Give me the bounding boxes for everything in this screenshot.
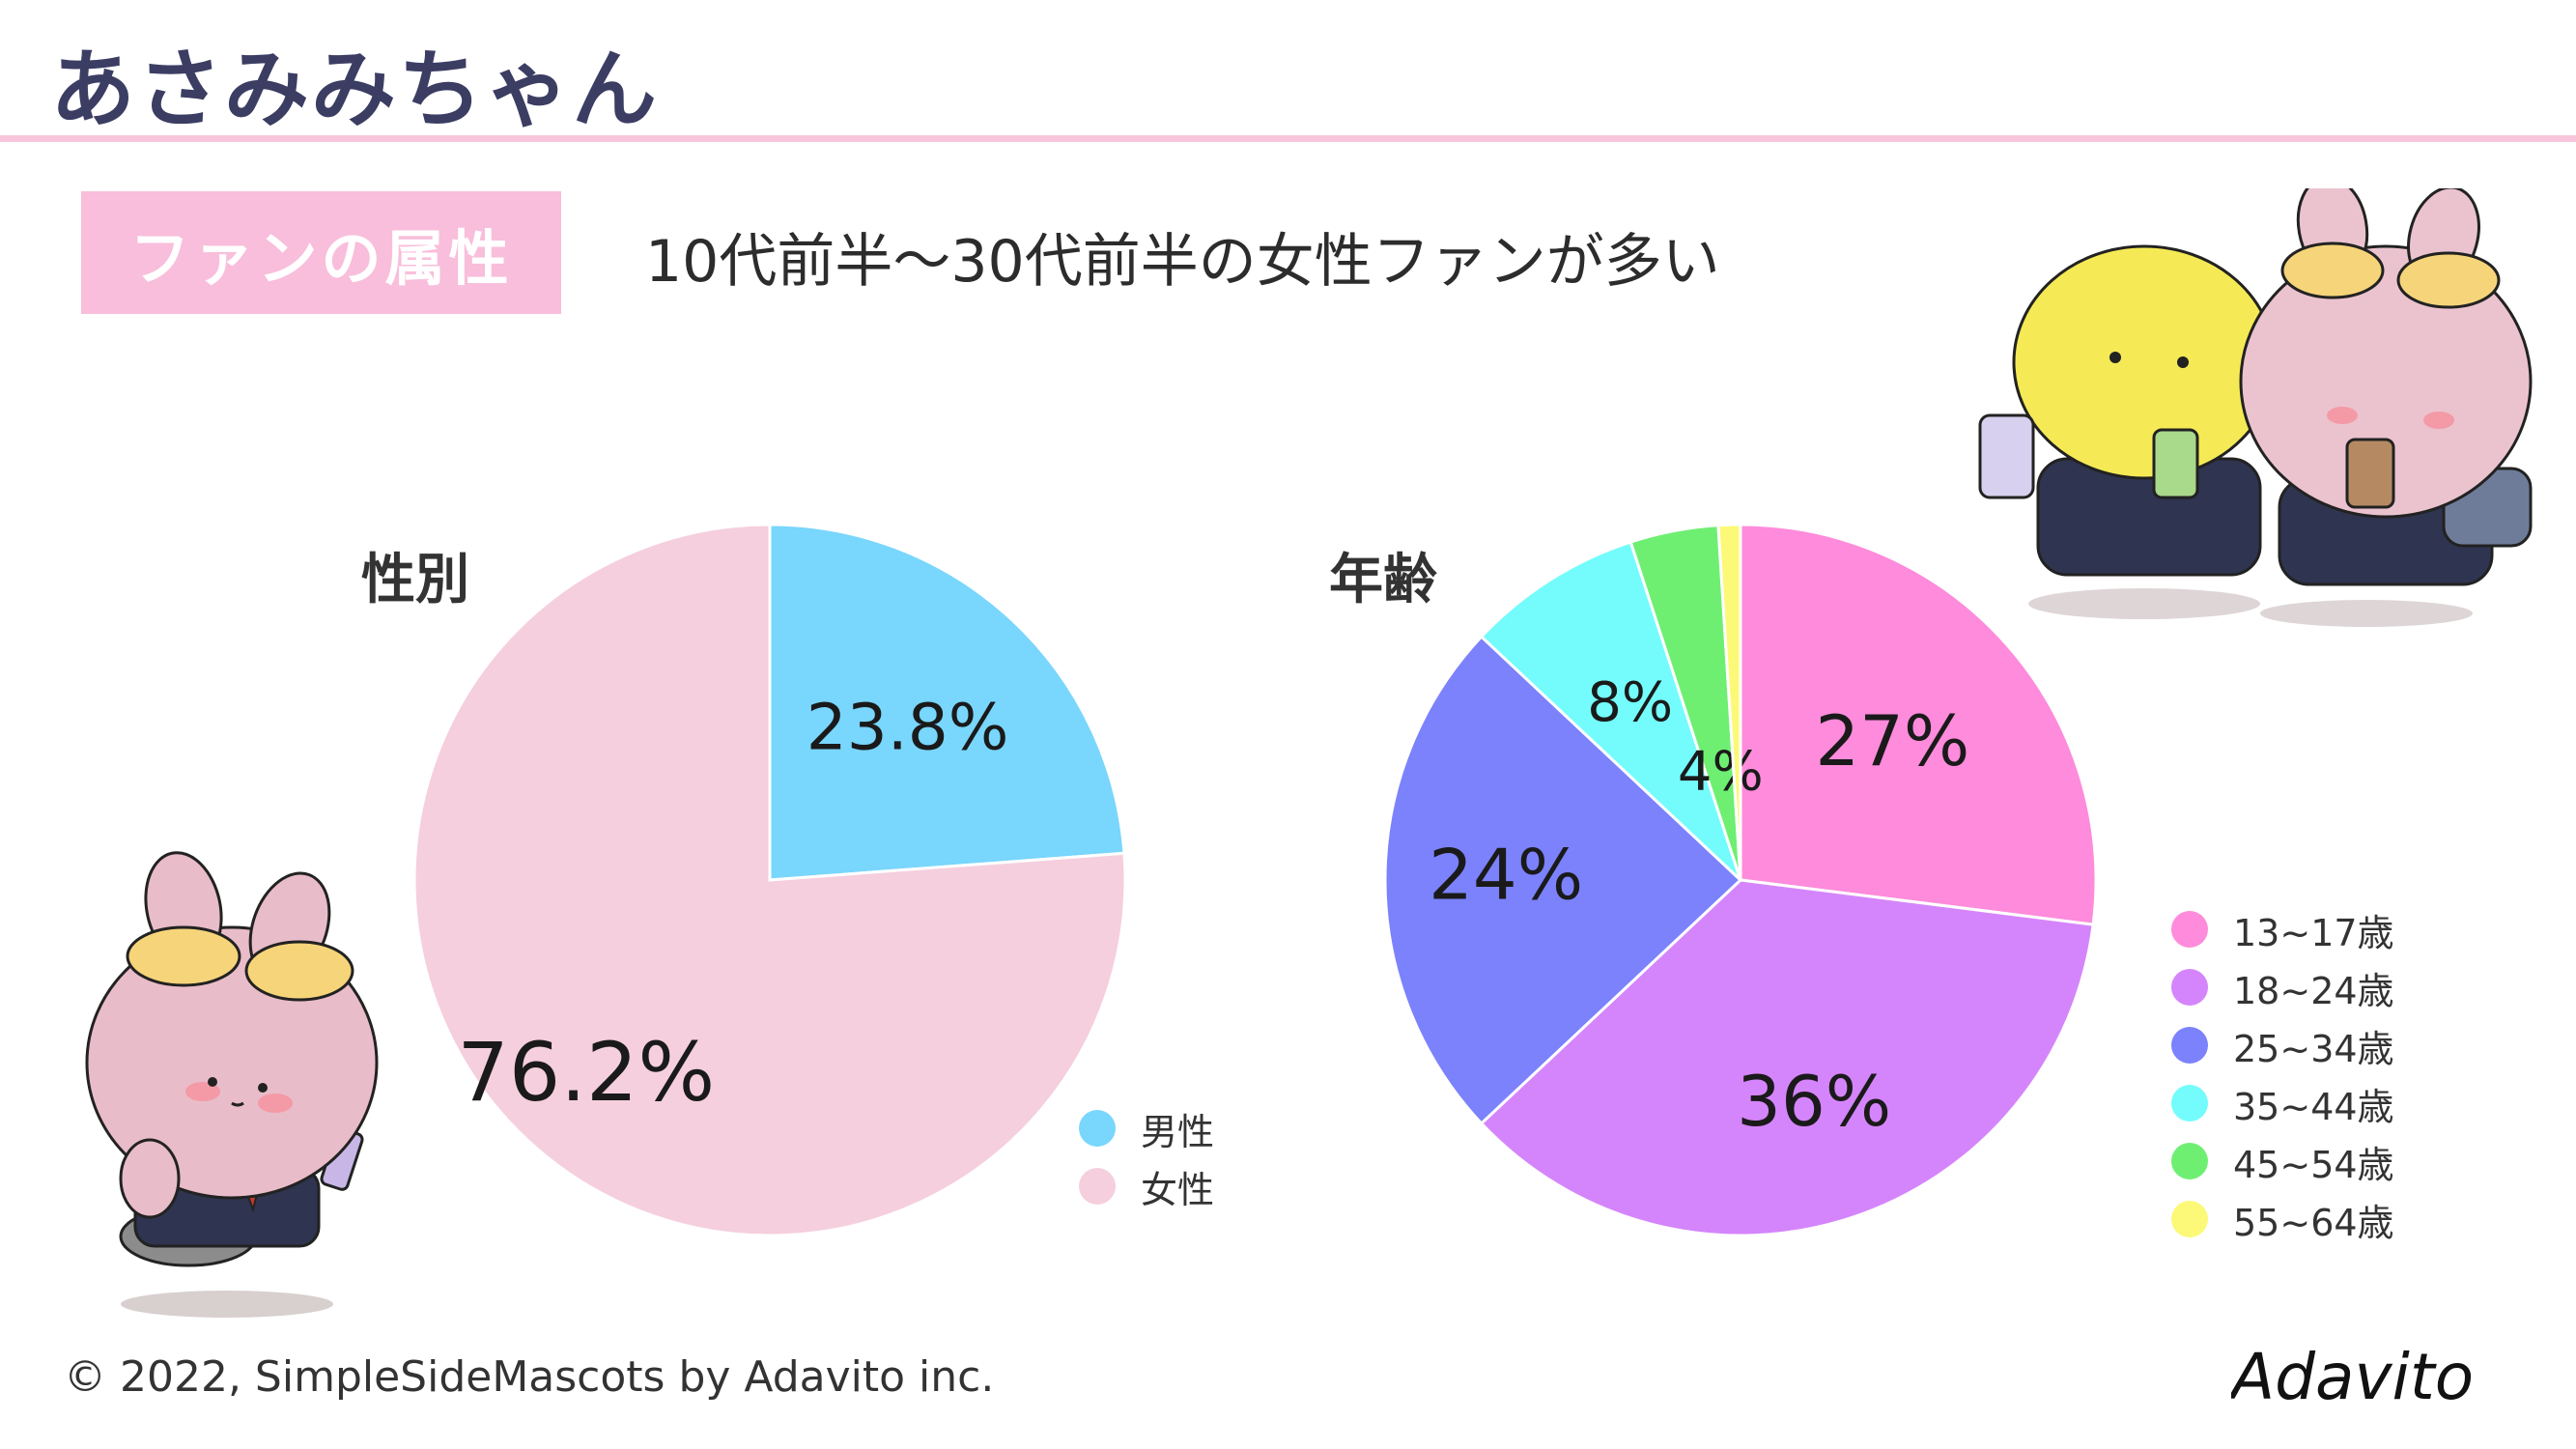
copyright-text: © 2022, SimpleSideMascots by Adavito inc… [64,1352,995,1402]
legend-label: 13~17歳 [2233,911,2394,954]
section-headline: 10代前半〜30代前半の女性ファンが多い [645,228,1720,296]
gender-legend: 男性 女性 [1079,1099,1214,1215]
gender-pie-slice-label: 23.8% [807,690,1009,764]
legend-label: 25~34歳 [2233,1027,2394,1070]
age-pie-slice-label: 8% [1587,671,1673,734]
page-title: あさみみちゃん [50,40,660,139]
legend-item: 35~44歳 [2171,1074,2394,1132]
legend-label: 45~54歳 [2233,1143,2394,1186]
legend-swatch [2171,911,2208,948]
legend-swatch [1079,1110,1116,1147]
legend-item: 女性 [1079,1157,1214,1215]
legend-item: 25~34歳 [2171,1016,2394,1074]
age-pie-slice [1716,523,1742,881]
legend-label: 18~24歳 [2233,969,2394,1012]
legend-swatch [2171,1085,2208,1122]
legend-item: 13~17歳 [2171,900,2394,958]
legend-label: 35~44歳 [2233,1085,2394,1128]
age-chart-title: 年齢 [1329,549,1437,611]
gender-chart-title: 性別 [361,549,469,611]
legend-swatch [1079,1168,1116,1205]
age-pie-chart: 27% 36% 24% 8%4% [1383,523,2098,1237]
gender-pie-slice-label: 76.2% [457,1025,715,1120]
gender-pie-slice [768,523,1126,882]
chick-and-bunny-mascot-illustration [1978,188,2533,627]
age-pie-slice [1383,634,1743,1126]
legend-item: 55~64歳 [2171,1190,2394,1248]
legend-item: 45~54歳 [2171,1132,2394,1190]
age-pie-slice-label: 4% [1678,741,1764,804]
age-pie-slice-label: 36% [1737,1061,1891,1142]
age-pie-slice [1479,540,1742,882]
age-pie-slice [1739,523,2098,926]
legend-swatch [2171,1201,2208,1237]
legend-item: 男性 [1079,1099,1214,1157]
age-legend: 13~17歳 18~24歳 25~34歳 35~44歳 45~54歳 55~64… [2171,900,2394,1248]
gender-pie-slice [412,523,1127,1237]
age-pie-slice-label: 24% [1429,835,1583,916]
legend-swatch [2171,969,2208,1006]
adavito-logo: Adavito [2231,1340,2474,1414]
title-divider [0,135,2576,142]
legend-swatch [2171,1143,2208,1179]
section-badge: ファンの属性 [81,191,561,314]
legend-label: 55~64歳 [2233,1201,2394,1244]
legend-swatch [2171,1027,2208,1064]
age-pie-slice [1479,878,2095,1237]
age-pie-slice-label: 27% [1815,700,1969,781]
legend-item: 18~24歳 [2171,958,2394,1016]
legend-label: 女性 [1141,1168,1215,1211]
legend-label: 男性 [1141,1110,1215,1153]
bunny-mascot-illustration [85,851,379,1318]
gender-pie-chart: 23.8% 76.2% [412,523,1127,1237]
section-badge-label: ファンの属性 [129,222,513,294]
logo-text: Adavito [2231,1340,2474,1414]
